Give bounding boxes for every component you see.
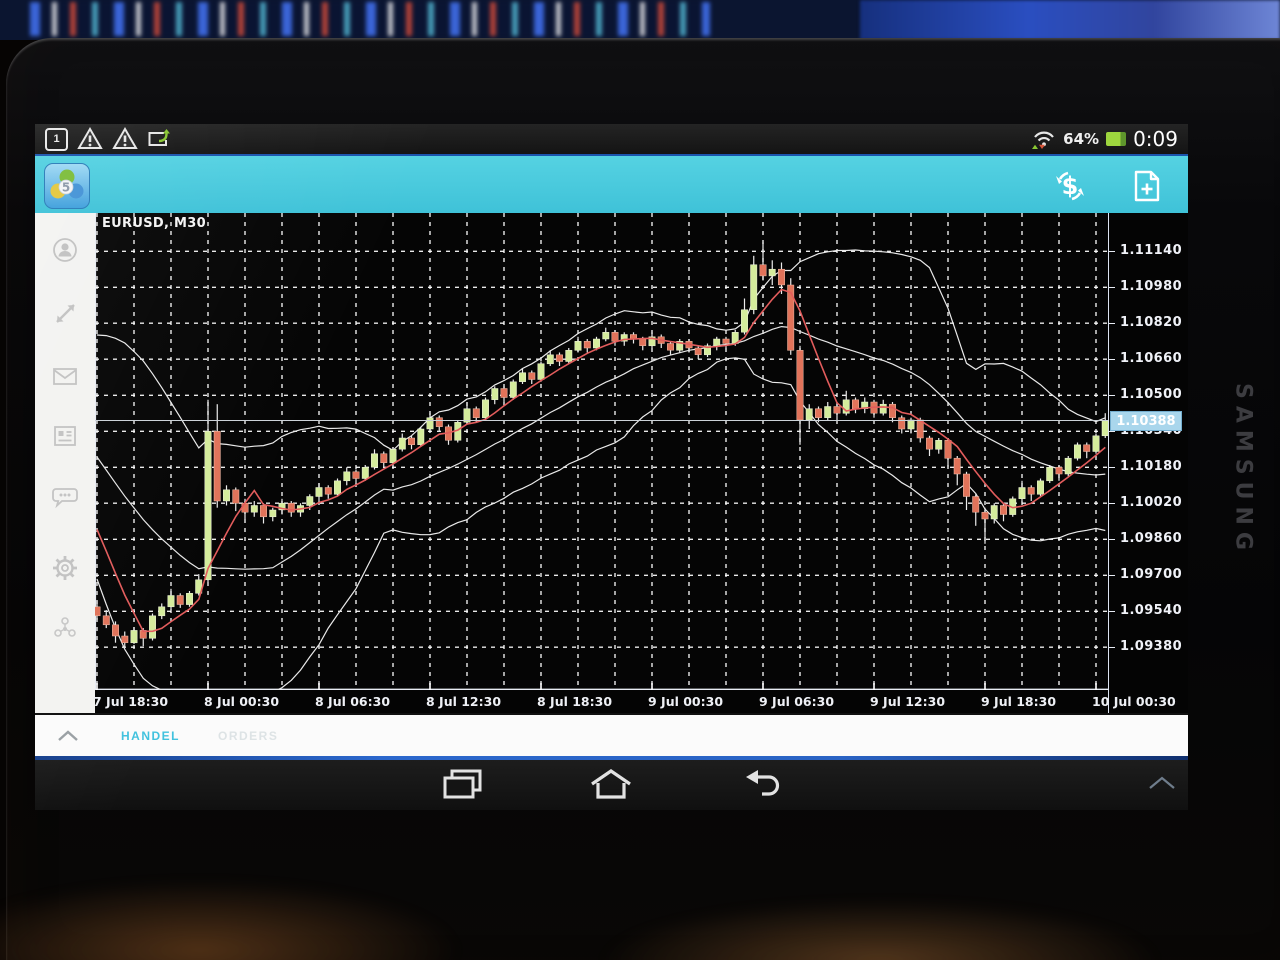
price-axis-label: 1.10820 [1120, 315, 1183, 331]
tab-orders[interactable]: ORDERS [218, 728, 279, 743]
time-axis-label: 8 Jul 00:30 [204, 694, 280, 709]
android-nav-bar [35, 760, 1188, 810]
price-axis-tick [1109, 575, 1115, 577]
price-axis-label: 1.09860 [1120, 531, 1183, 547]
sidebar-item-settings[interactable] [50, 553, 80, 583]
trade-currency-icon[interactable]: $ [1050, 168, 1090, 204]
app-toolbar: 5 $ [35, 154, 1188, 213]
svg-text:$: $ [1062, 172, 1079, 200]
price-axis-label: 1.10180 [1120, 459, 1183, 475]
price-axis-label: 1.09700 [1120, 567, 1183, 583]
price-axis-tick [1109, 323, 1115, 325]
price-axis-tick [1109, 503, 1115, 505]
background-monitor-glow [860, 0, 1280, 40]
time-axis-label: 9 Jul 00:30 [648, 694, 724, 709]
battery-percent: 64% [1063, 130, 1100, 148]
time-axis-label: 10 Jul 00:30 [1092, 694, 1176, 709]
price-axis-label: 1.10660 [1120, 351, 1183, 367]
notification-count-icon[interactable]: 1 [45, 127, 68, 151]
time-axis-label: 8 Jul 06:30 [315, 694, 391, 709]
battery-icon [1106, 132, 1127, 146]
desk-light-reflection [600, 900, 1160, 960]
sidebar-item-news[interactable] [50, 421, 80, 451]
tab-handel[interactable]: HANDEL [121, 728, 180, 743]
time-axis[interactable]: 7 Jul 18:30 8 Jul 00:30 8 Jul 06:30 8 Jul 1… [93, 690, 1176, 713]
price-axis-tick [1109, 647, 1115, 649]
sidebar-item-community[interactable] [50, 613, 80, 643]
recent-apps-button[interactable] [440, 768, 486, 800]
back-button[interactable] [742, 768, 784, 800]
price-axis-tick [1109, 359, 1115, 361]
price-axis[interactable]: 1.10388 1.11140 1.10980 1.10820 1.10660 1.10… [1108, 213, 1188, 713]
notification-count: 1 [53, 133, 60, 145]
new-order-icon[interactable] [1132, 169, 1162, 203]
wifi-traffic-icon [1030, 128, 1056, 150]
collapse-panel-icon[interactable] [57, 729, 79, 742]
current-price-badge: 1.10388 [1110, 410, 1182, 431]
sidebar-item-accounts[interactable] [50, 235, 80, 265]
sidebar-item-chat[interactable] [50, 481, 80, 511]
samsung-brand-label: SAMSUNG [1230, 383, 1256, 557]
chart-symbol-label: EURUSD, M30 [102, 216, 206, 231]
metatrader5-logo[interactable]: 5 [44, 163, 90, 209]
bottom-tab-bar: HANDEL ORDERS [35, 713, 1188, 756]
time-axis-label: 8 Jul 18:30 [537, 694, 613, 709]
warning-icon[interactable] [112, 127, 138, 151]
warning-icon[interactable] [77, 127, 103, 151]
price-axis-label: 1.09540 [1120, 603, 1183, 619]
price-axis-tick [1109, 251, 1115, 253]
candlestick-chart-svg[interactable] [95, 213, 1108, 690]
time-axis-label: 9 Jul 06:30 [759, 694, 835, 709]
desk-light-reflection [0, 880, 460, 960]
price-axis-label: 1.10980 [1120, 279, 1183, 295]
svg-text:5: 5 [62, 181, 70, 195]
android-status-bar: 1 64% 0:09 [35, 124, 1188, 154]
chart-area[interactable]: EURUSD, M30 7 Jul 18:30 8 Jul 00:30 8 Jul … [93, 213, 1176, 713]
quick-access-chevron-icon[interactable] [1147, 776, 1177, 790]
background-monitor [0, 0, 1280, 40]
time-axis-label: 9 Jul 18:30 [981, 694, 1057, 709]
price-axis-tick [1109, 287, 1115, 289]
price-axis-tick [1109, 431, 1115, 433]
time-axis-label: 7 Jul 18:30 [93, 694, 169, 709]
price-axis-tick [1109, 395, 1115, 397]
screenshot-share-icon[interactable] [147, 128, 173, 150]
time-axis-label: 8 Jul 12:30 [426, 694, 502, 709]
price-axis-tick [1109, 467, 1115, 469]
app-main: EURUSD, M30 7 Jul 18:30 8 Jul 00:30 8 Jul … [35, 213, 1188, 713]
price-axis-tick [1109, 539, 1115, 541]
sidebar-item-trade[interactable] [50, 299, 80, 329]
status-clock: 0:09 [1133, 127, 1178, 151]
screen-reflection-strip [35, 756, 1188, 760]
price-axis-label: 1.11140 [1120, 243, 1183, 259]
price-axis-label: 1.09380 [1120, 639, 1183, 655]
background-monitor-icons [30, 2, 710, 36]
price-axis-label: 1.10020 [1120, 495, 1183, 511]
price-axis-tick [1109, 611, 1115, 613]
price-axis-label: 1.10500 [1120, 387, 1183, 403]
sidebar [35, 213, 95, 713]
time-axis-label: 9 Jul 12:30 [870, 694, 946, 709]
home-button[interactable] [588, 768, 634, 800]
sidebar-item-mail[interactable] [50, 361, 80, 391]
tablet-screen: 1 64% 0:09 [35, 124, 1188, 810]
